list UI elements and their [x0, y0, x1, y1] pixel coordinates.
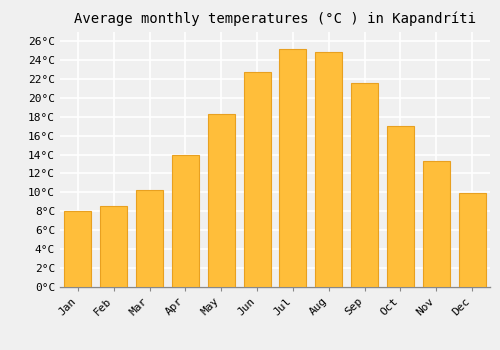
Bar	[208, 114, 234, 287]
Bar	[387, 126, 414, 287]
Bar	[100, 205, 127, 287]
Bar	[64, 211, 92, 287]
Bar	[136, 190, 163, 287]
Bar	[172, 155, 199, 287]
Bar	[351, 83, 378, 287]
Bar	[458, 193, 485, 287]
Bar	[244, 72, 270, 287]
Bar	[280, 49, 306, 287]
Bar	[316, 52, 342, 287]
Title: Average monthly temperatures (°C ) in Kapandríti: Average monthly temperatures (°C ) in Ka…	[74, 12, 476, 26]
Bar	[423, 161, 450, 287]
